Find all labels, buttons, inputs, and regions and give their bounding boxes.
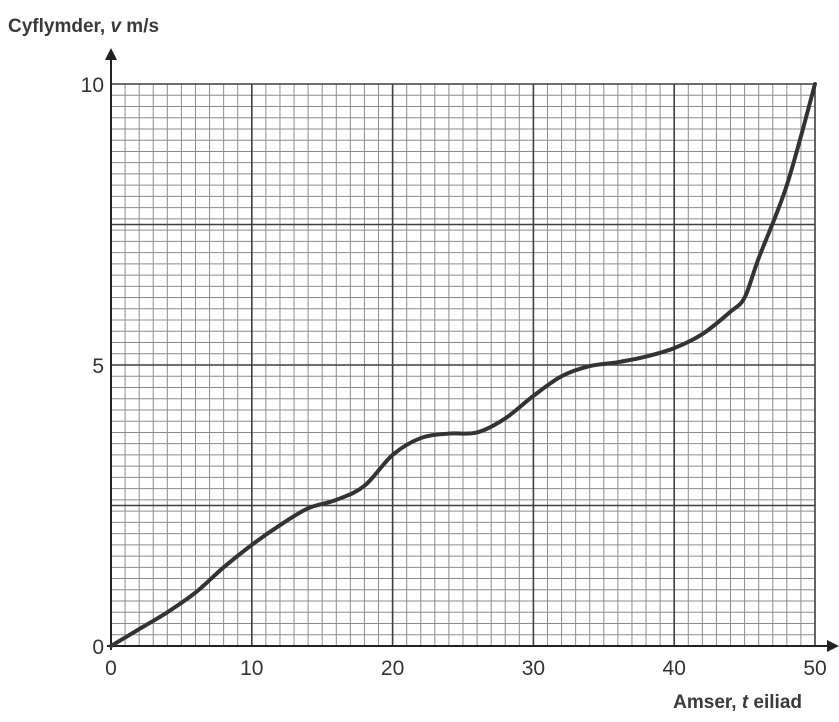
y-tick-label: 0 xyxy=(92,636,104,659)
y-tick-label: 5 xyxy=(92,355,104,378)
x-tick-label: 0 xyxy=(105,657,117,680)
x-tick-label: 10 xyxy=(240,657,263,680)
x-tick-label: 20 xyxy=(381,657,404,680)
x-tick-label: 30 xyxy=(522,657,545,680)
x-tick-label: 50 xyxy=(803,657,826,680)
x-axis-title: Amser, t eiliad xyxy=(673,692,802,713)
y-tick-label: 10 xyxy=(81,74,104,97)
y-tick-labels: 0 5 10 xyxy=(81,74,104,659)
x-tick-label: 40 xyxy=(663,657,686,680)
x-tick-labels: 0 10 20 30 40 50 xyxy=(105,657,827,680)
velocity-curve xyxy=(109,82,817,648)
y-axis-title: Cyflymder, v m/s xyxy=(8,16,159,37)
